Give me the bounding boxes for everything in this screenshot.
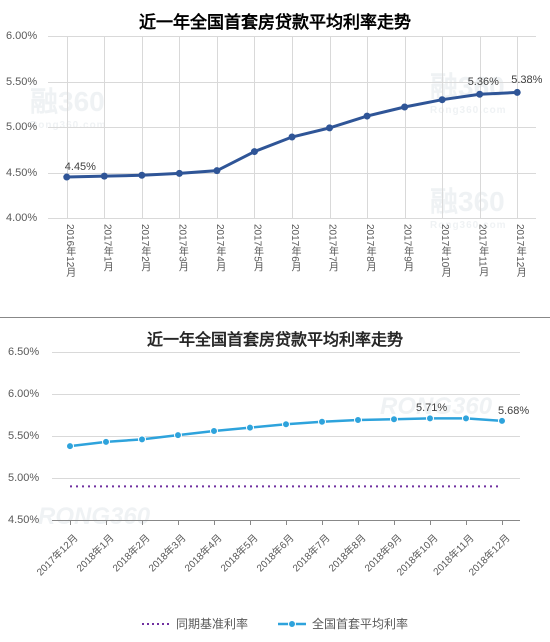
x-axis-line — [52, 520, 520, 521]
legend-item: 全国首套平均利率 — [278, 615, 408, 632]
x-tick-label: 2017年7月 — [325, 224, 340, 272]
chart-1-title: 近一年全国首套房贷款平均利率走势 — [0, 0, 550, 33]
y-tick-label: 5.50% — [8, 430, 39, 442]
x-tick-label: 2018年7月 — [322, 530, 333, 541]
chart-2-title: 近一年全国首套房贷款平均利率走势 — [0, 318, 550, 350]
x-tick-label: 2018年3月 — [178, 530, 189, 541]
data-label: 5.71% — [416, 402, 447, 414]
x-tick-label: 2017年11月 — [475, 224, 490, 277]
data-label: 5.38% — [511, 74, 542, 86]
y-tick-label: 6.50% — [8, 346, 39, 358]
y-tick-label: 5.50% — [6, 76, 37, 88]
y-tick-label: 5.00% — [8, 472, 39, 484]
legend-item: 同期基准利率 — [142, 615, 248, 632]
x-tick-label: 2017年3月 — [174, 224, 189, 272]
data-label: 5.36% — [468, 76, 499, 88]
x-tick-label: 2017年12月 — [70, 530, 81, 541]
y-tick-label: 5.00% — [6, 121, 37, 133]
x-tick-label: 2018年9月 — [394, 530, 405, 541]
y-tick-label: 4.50% — [8, 514, 39, 526]
x-tick-label: 2017年2月 — [137, 224, 152, 272]
data-label: 4.45% — [65, 161, 96, 173]
x-tick-label: 2017年8月 — [362, 224, 377, 272]
chart-1-container: 近一年全国首套房贷款平均利率走势 融360 Rong360.com 融360 R… — [0, 0, 550, 318]
legend-label: 全国首套平均利率 — [312, 615, 408, 632]
chart-2-legend: 同期基准利率 全国首套平均利率 — [0, 609, 550, 638]
x-tick-label: 2016年12月 — [62, 224, 77, 277]
x-tick-label: 2017年4月 — [212, 224, 227, 272]
x-tick-label: 2018年4月 — [214, 530, 225, 541]
x-tick-label: 2017年10月 — [437, 224, 452, 277]
legend-swatch — [278, 618, 306, 630]
x-tick-label: 2017年12月 — [512, 224, 527, 277]
y-tick-label: 6.00% — [6, 30, 37, 42]
y-tick-label: 6.00% — [8, 388, 39, 400]
x-tick-label: 2018年2月 — [142, 530, 153, 541]
x-tick-label: 2018年5月 — [250, 530, 261, 541]
x-tick-label: 2018年6月 — [286, 530, 297, 541]
x-tick-label: 2018年11月 — [466, 530, 477, 541]
gridline — [48, 218, 536, 219]
chart-1-line — [48, 36, 536, 218]
chart-2-plot: 4.50%5.00%5.50%6.00%6.50%2017年12月2018年1月… — [52, 352, 520, 598]
x-tick-label: 2017年1月 — [99, 224, 114, 272]
x-tick-label: 2018年12月 — [502, 530, 513, 541]
chart-2-container: 近一年全国首套房贷款平均利率走势 RONG360 RONG360 4.50%5.… — [0, 318, 550, 642]
data-label: 5.68% — [498, 405, 529, 417]
legend-label: 同期基准利率 — [176, 615, 248, 632]
y-tick-label: 4.00% — [6, 212, 37, 224]
x-tick-label: 2018年1月 — [106, 530, 117, 541]
x-tick-label: 2017年9月 — [400, 224, 415, 272]
x-tick-label: 2017年6月 — [287, 224, 302, 272]
chart-2-lines — [52, 352, 520, 520]
y-tick-label: 4.50% — [6, 167, 37, 179]
legend-swatch — [142, 618, 170, 630]
x-tick-label: 2017年5月 — [249, 224, 264, 272]
chart-1-plot: 4.00%4.50%5.00%5.50%6.00%2016年12月2017年1月… — [48, 36, 536, 300]
x-tick-label: 2018年8月 — [358, 530, 369, 541]
x-tick-label: 2018年10月 — [430, 530, 441, 541]
